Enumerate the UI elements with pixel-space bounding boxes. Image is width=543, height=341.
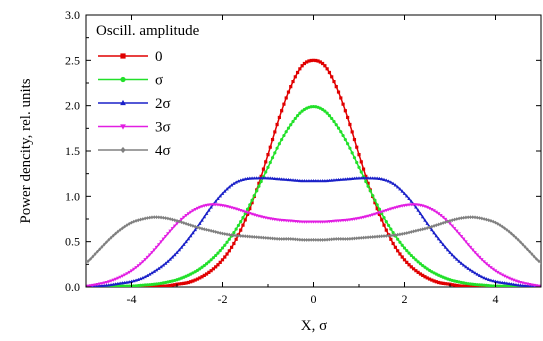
y-tick-label: 2.5 [65, 53, 80, 67]
axis-layer: -4 -2 0 2 4 0.0 0.5 1.0 1.5 2.0 2.5 3.0 [65, 8, 542, 306]
legend-item: 2σ [98, 96, 171, 112]
x-tick-label: -2 [218, 292, 228, 306]
series-layer [86, 58, 541, 287]
y-tick-label: 0.5 [65, 235, 80, 249]
series-markers [86, 215, 541, 265]
y-tick-label: 3.0 [65, 8, 80, 22]
y-tick-label: 1.0 [65, 189, 80, 203]
series-markers [86, 58, 541, 287]
legend: Oscill. amplitude 0 σ 2σ 3σ 4σ [96, 23, 200, 159]
legend-label: 3σ [155, 120, 171, 136]
legend-label: 2σ [155, 96, 171, 112]
y-tick-label: 0.0 [65, 280, 80, 294]
legend-item: 0 [98, 49, 163, 65]
legend-marker [120, 146, 126, 154]
x-tick-label: -4 [127, 292, 137, 306]
x-tick-label: 2 [402, 292, 408, 306]
legend-label: 4σ [155, 143, 171, 159]
y-tick-label: 2.0 [65, 99, 80, 113]
series-1 [86, 58, 541, 287]
legend-item: σ [98, 73, 163, 89]
y-tick-label: 1.5 [65, 144, 80, 158]
legend-marker [120, 53, 126, 59]
legend-marker [120, 99, 126, 106]
series-markers [86, 203, 541, 287]
series-line [86, 59, 541, 287]
series-3 [86, 176, 541, 287]
series-2 [86, 105, 541, 287]
legend-marker [120, 76, 126, 83]
legend-label: 0 [155, 49, 163, 65]
series-4 [86, 203, 541, 287]
legend-marker [120, 124, 126, 130]
series-markers [86, 105, 541, 287]
legend-item: 3σ [98, 120, 171, 136]
x-tick-label: 0 [311, 292, 317, 306]
x-tick-label: 4 [493, 292, 499, 306]
series-5 [86, 215, 541, 265]
legend-item: 4σ [98, 143, 171, 159]
legend-title: Oscill. amplitude [96, 23, 200, 39]
y-axis-title: Power dencity, rel. units [18, 78, 34, 223]
x-axis-title: X, σ [301, 318, 327, 334]
legend-label: σ [155, 73, 163, 89]
